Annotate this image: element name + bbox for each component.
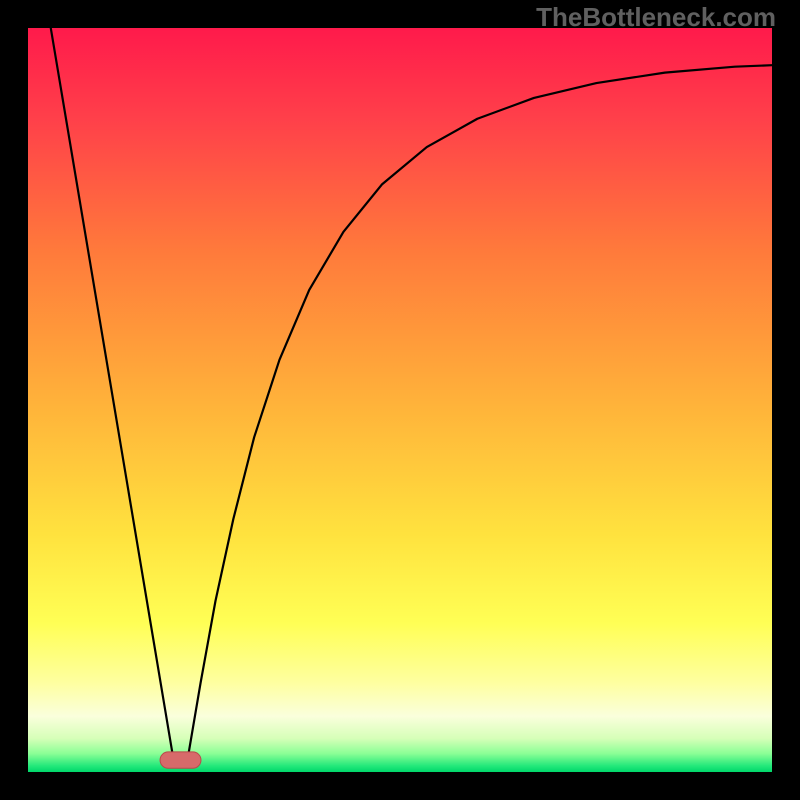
chart-container: TheBottleneck.com [0, 0, 800, 800]
bottleneck-marker [160, 752, 201, 768]
watermark-text: TheBottleneck.com [536, 2, 776, 33]
right-curve [188, 65, 772, 757]
left-line [51, 28, 173, 757]
curves-layer [0, 0, 800, 800]
